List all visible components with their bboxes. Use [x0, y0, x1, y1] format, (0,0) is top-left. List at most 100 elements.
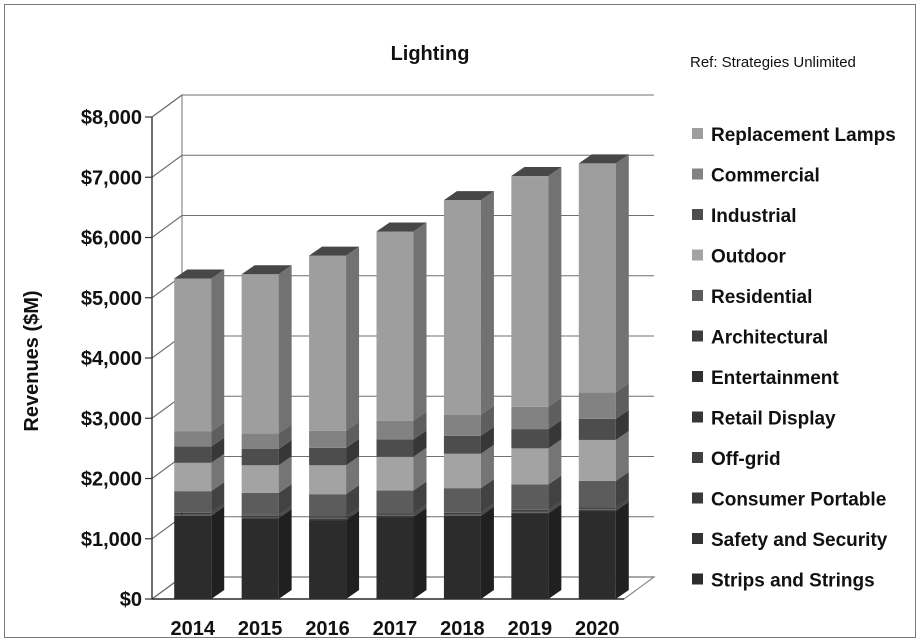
bar-segment	[443, 515, 481, 516]
legend-label: Entertainment	[711, 368, 839, 389]
bar-segment-side	[615, 383, 629, 419]
legend-item: Residential	[692, 287, 812, 308]
bar-segment	[578, 509, 616, 511]
bar-segment-side	[615, 500, 629, 511]
bar-segment	[241, 516, 279, 518]
x-tick-label: 2018	[440, 618, 485, 638]
legend-swatch	[692, 168, 703, 180]
bar-segment-side	[480, 191, 494, 415]
bar-segment	[174, 491, 212, 513]
bar-segment-side	[278, 265, 292, 434]
stacked-bar-chart: Lighting Ref: Strategies Unlimited Reven…	[4, 4, 916, 640]
bar-segment-side	[211, 503, 225, 514]
bar-segment	[443, 200, 481, 415]
bar-segment-side	[413, 411, 427, 440]
bar-segment-side	[278, 505, 292, 516]
legend-label: Commercial	[711, 166, 820, 187]
bar-segment-side	[211, 269, 225, 432]
bar-segment	[443, 435, 481, 454]
bar-segment	[241, 492, 279, 515]
tick-labels: $0 $1,000 $2,000 $3,000 $4,000 $5,000 $6,000 $7…	[81, 107, 620, 640]
bar-segment	[443, 515, 481, 599]
bar-segment	[511, 176, 549, 407]
legend-label: Replacement Lamps	[711, 125, 896, 146]
bar-segment	[511, 429, 549, 449]
bar-segment-side	[413, 447, 427, 491]
bar-segment-side	[346, 456, 360, 495]
bar-segment-side	[615, 154, 629, 393]
bar-segment-side	[211, 505, 225, 516]
y-tick-label: $2,000	[81, 469, 142, 491]
bar-segment-side	[480, 479, 494, 513]
bar-segment-side	[548, 439, 562, 485]
gridline-depth	[151, 215, 183, 238]
bar-segment	[511, 509, 549, 511]
bar-segment-side	[413, 481, 427, 514]
legend-item: Industrial	[692, 206, 797, 227]
bar-segment-side	[480, 506, 494, 599]
bar-segment	[309, 465, 347, 495]
bar-segment	[578, 511, 616, 599]
legend-item: Commercial	[692, 166, 820, 187]
bar-segment-side	[346, 246, 360, 431]
bar-segment	[376, 514, 414, 516]
legend-item: Outdoor	[692, 247, 787, 268]
bar-segment-side	[211, 503, 225, 513]
bar-segment-side	[278, 507, 292, 518]
bar-segment	[443, 514, 481, 516]
bar-segment	[376, 490, 414, 514]
legend-swatch	[692, 573, 703, 585]
legend-label: Safety and Security	[711, 530, 888, 551]
bar-segment-side	[346, 485, 360, 517]
bar-segment-side	[346, 511, 360, 599]
bar-segment-side	[278, 508, 292, 518]
bar-segment	[376, 516, 414, 518]
bar-segment-side	[615, 500, 629, 510]
bar-segment-side	[548, 503, 562, 514]
bar-segment	[578, 510, 616, 512]
bar-segment	[174, 514, 212, 515]
legend-item: Strips and Strings	[692, 571, 875, 592]
bar-segment	[309, 494, 347, 517]
bar-segment-side	[615, 409, 629, 440]
bar-segment	[309, 430, 347, 448]
bar-segment	[511, 406, 549, 430]
bar-segment-side	[615, 499, 629, 509]
bar-segment-side	[346, 507, 360, 518]
bar-segment	[174, 515, 212, 516]
bar-stack-2016	[309, 246, 360, 599]
bar-segment	[174, 431, 212, 447]
bar-top	[241, 265, 292, 275]
bar-segment	[511, 484, 549, 510]
bar-segment-side	[278, 456, 292, 493]
bar-segment	[241, 514, 279, 516]
bar-segment	[578, 163, 616, 393]
bar-top	[578, 154, 629, 164]
y-tick-label: $3,000	[81, 408, 142, 430]
bar-segment	[578, 509, 616, 510]
x-tick-label: 2020	[575, 618, 620, 638]
y-axis-label: Revenues ($M)	[21, 290, 43, 431]
legend-label: Outdoor	[711, 247, 787, 268]
bar-segment	[578, 507, 616, 509]
bar-segment	[578, 480, 616, 508]
bar-segment-side	[480, 505, 494, 516]
bar-segment-side	[346, 508, 360, 518]
bar-segment-side	[413, 508, 427, 599]
bar-segment-side	[548, 397, 562, 430]
bar-segment-side	[346, 509, 360, 520]
bar-segment	[443, 514, 481, 515]
bar-segment-side	[615, 471, 629, 508]
gridline-depth	[151, 94, 183, 118]
bar-segment	[174, 515, 212, 599]
bar-segment	[241, 515, 279, 517]
bar-segment	[376, 515, 414, 516]
legend-swatch	[692, 330, 703, 342]
bar-segment	[174, 512, 212, 514]
bar-segment-side	[346, 421, 360, 448]
legend-swatch	[692, 209, 703, 220]
bar-segment	[443, 512, 481, 513]
legend-swatch	[692, 371, 703, 382]
bar-segment-side	[480, 505, 494, 515]
bar-segment-side	[548, 502, 562, 512]
